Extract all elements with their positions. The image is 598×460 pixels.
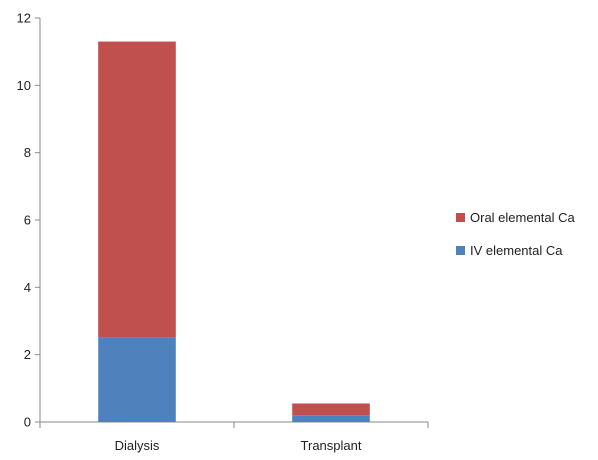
y-tick-label: 12 xyxy=(17,11,31,26)
legend-swatch xyxy=(456,246,465,255)
x-axis: Dialysis Transplant xyxy=(39,421,429,453)
x-category-label: Dialysis xyxy=(115,438,160,453)
bar-dialysis-oral-elemental-ca xyxy=(98,41,176,338)
y-tick-label: 8 xyxy=(24,145,31,160)
y-tick-label: 10 xyxy=(17,78,31,93)
y-tick-label: 2 xyxy=(24,347,31,362)
bars xyxy=(98,41,370,422)
y-tick-label: 4 xyxy=(24,280,31,295)
legend-label: Oral elemental Ca xyxy=(470,210,576,225)
y-axis: 0 2 4 6 8 10 12 xyxy=(17,11,41,430)
bar-dialysis-iv-elemental-ca xyxy=(98,337,176,422)
y-tick-label: 6 xyxy=(24,213,31,228)
bar-transplant-iv-elemental-ca xyxy=(292,415,370,422)
legend-swatch xyxy=(456,213,465,222)
legend: Oral elemental Ca IV elemental Ca xyxy=(456,210,576,258)
legend-label: IV elemental Ca xyxy=(470,243,563,258)
x-category-label: Transplant xyxy=(301,438,362,453)
bar-transplant-oral-elemental-ca xyxy=(292,403,370,416)
y-tick-label: 0 xyxy=(24,415,31,430)
